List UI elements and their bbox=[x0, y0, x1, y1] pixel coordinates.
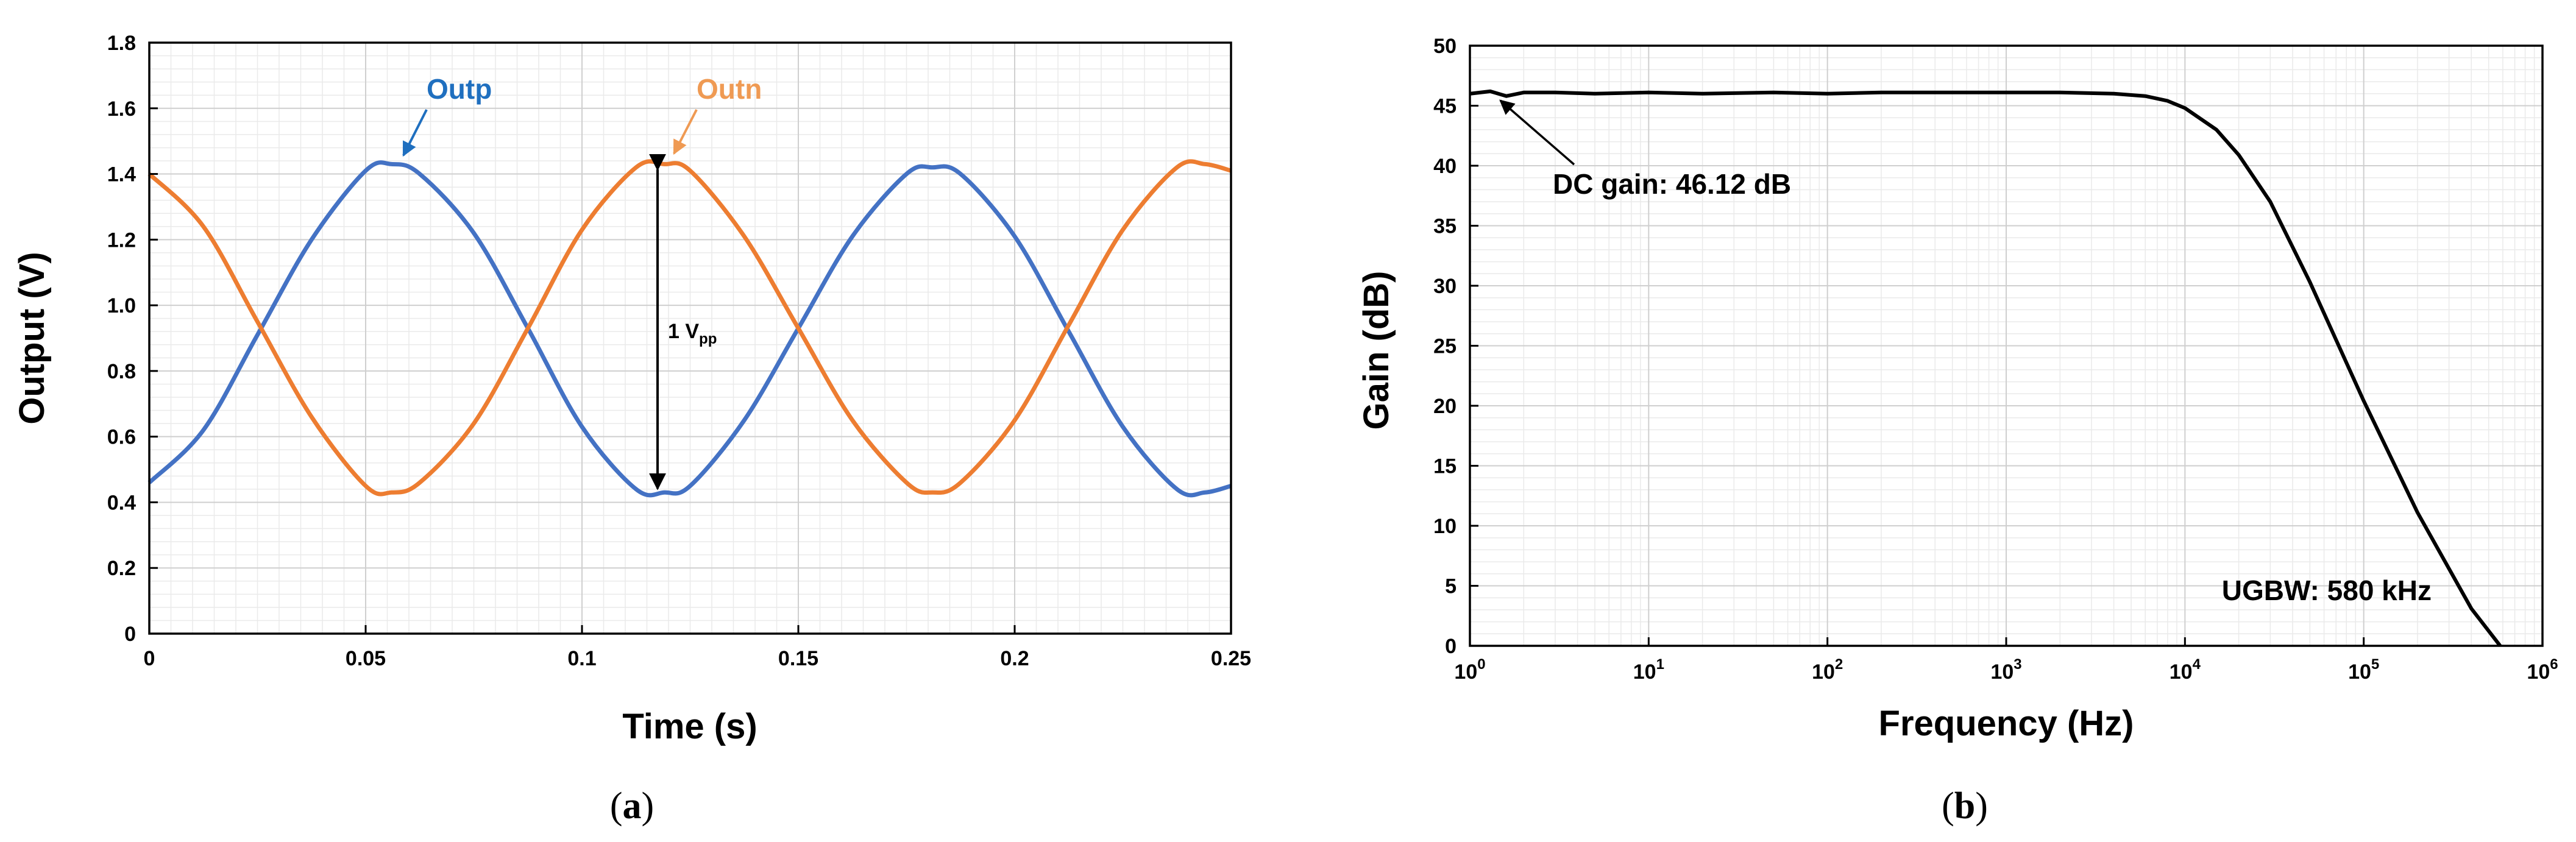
panel-a-y-tick-label: 0.6 bbox=[107, 426, 136, 449]
panel-a-y-axis-title: Output (V) bbox=[12, 252, 52, 424]
caption-a: (a) bbox=[610, 785, 654, 827]
panel-a-x-tick-label: 0.15 bbox=[778, 647, 818, 670]
panel-a-y-tick-label: 1.4 bbox=[107, 163, 136, 186]
outp-series-line bbox=[147, 160, 1232, 498]
panel-a-x-tick-label: 0.25 bbox=[1211, 647, 1251, 670]
panel-a-y-tick-label: 0.4 bbox=[107, 491, 136, 514]
panel-b-ticks: 100 101 102 103 104 105 1060510152025303540455… bbox=[1433, 35, 2558, 684]
panel-b-x-tick-label: 106 bbox=[2527, 656, 2558, 684]
panel-a-plot-frame bbox=[148, 41, 1232, 635]
panel-a-y-tick-label: 0 bbox=[124, 623, 136, 646]
panel-a-x-axis-title: Time (s) bbox=[622, 707, 757, 746]
panel-b-x-tick-label: 105 bbox=[2348, 656, 2379, 684]
panel-b-y-tick-label: 35 bbox=[1433, 215, 1457, 238]
panel-a-x-tick-label: 0.2 bbox=[1000, 647, 1029, 670]
panel-b-x-tick-base: 10 bbox=[2527, 660, 2550, 684]
panel-b-x-tick-base: 10 bbox=[2348, 660, 2371, 684]
panel-b-y-tick-label: 20 bbox=[1433, 395, 1457, 418]
panel-b-chart: 100 101 102 103 104 105 1060510152025303540455… bbox=[1357, 35, 2558, 743]
outn-series-line bbox=[147, 159, 1232, 497]
panel-b-x-tick-label: 102 bbox=[1812, 656, 1843, 684]
panel-a-x-tick-label: 0.1 bbox=[567, 647, 596, 670]
panel-b-y-axis-title: Gain (dB) bbox=[1357, 271, 1396, 430]
panel-b-x-tick-base: 10 bbox=[1454, 660, 1477, 684]
panel-b-y-tick-label: 15 bbox=[1433, 455, 1457, 478]
caption-a-letter: a bbox=[623, 785, 642, 827]
panel-a-x-tick-label: 0.05 bbox=[346, 647, 386, 670]
outp-label-arrow bbox=[402, 109, 428, 157]
panel-b-series bbox=[1469, 89, 2502, 647]
vpp-annotation-subscript: pp bbox=[699, 331, 717, 347]
panel-b-x-tick-exponent: 4 bbox=[2193, 656, 2201, 673]
panel-b-x-tick-label: 104 bbox=[2170, 656, 2201, 684]
panel-b-grid bbox=[1469, 45, 2543, 646]
panel-b-x-tick-exponent: 2 bbox=[1835, 656, 1843, 673]
panel-b-x-tick-base: 10 bbox=[1633, 660, 1656, 684]
panel-b-x-tick-exponent: 3 bbox=[2014, 656, 2021, 673]
panel-b-x-tick-exponent: 5 bbox=[2371, 656, 2379, 673]
panel-a-y-tick-label: 0.8 bbox=[107, 360, 136, 383]
panel-a-series bbox=[147, 159, 1232, 498]
dc-gain-annotation: DC gain: 46.12 dB bbox=[1553, 168, 1791, 200]
panel-a-y-tick-label: 1.0 bbox=[107, 294, 136, 317]
panel-b-y-tick-label: 5 bbox=[1445, 575, 1457, 598]
panel-a-y-tick-label: 1.2 bbox=[107, 228, 136, 252]
panel-b-x-axis-title: Frequency (Hz) bbox=[1879, 704, 2134, 743]
panel-b-y-tick-label: 40 bbox=[1433, 155, 1457, 178]
panel-b-y-tick-label: 30 bbox=[1433, 275, 1457, 298]
caption-b: (b) bbox=[1942, 785, 1988, 827]
caption-b-letter: b bbox=[1954, 785, 1975, 827]
panel-b-x-tick-base: 10 bbox=[1812, 660, 1835, 684]
panel-b-y-tick-label: 45 bbox=[1433, 95, 1457, 118]
panel-a-y-tick-label: 1.6 bbox=[107, 97, 136, 121]
vpp-annotation: 1 Vpp bbox=[668, 320, 717, 347]
outp-series-label: Outp bbox=[427, 73, 492, 105]
panel-b-x-tick-label: 100 bbox=[1454, 656, 1485, 684]
panel-a-ticks: 0 0.05 0.1 0.15 0.2 0.25 0 0.2 0.4 0.6 0.8 1.0 1.2 1.… bbox=[107, 32, 1251, 670]
outn-series-label: Outn bbox=[697, 73, 762, 105]
panel-b-y-tick-label: 25 bbox=[1433, 335, 1457, 358]
panel-b-y-tick-label: 10 bbox=[1433, 515, 1457, 538]
ugbw-annotation: UGBW: 580 kHz bbox=[2222, 575, 2432, 606]
caption-a-open: ( bbox=[610, 785, 623, 827]
panel-b-x-tick-exponent: 6 bbox=[2550, 656, 2558, 673]
panel-b-x-tick-base: 10 bbox=[1990, 660, 2014, 684]
dc-gain-arrow bbox=[1499, 99, 1575, 166]
caption-a-close: ) bbox=[642, 785, 655, 827]
caption-b-open: ( bbox=[1942, 785, 1954, 827]
panel-a-x-tick-label: 0 bbox=[144, 647, 155, 670]
panel-b-x-tick-exponent: 0 bbox=[1477, 656, 1485, 673]
panel-b-x-tick-label: 103 bbox=[1990, 656, 2021, 684]
outn-label-arrow bbox=[673, 109, 698, 155]
vpp-annotation-main: 1 V bbox=[668, 320, 699, 343]
panel-b-y-tick-label: 50 bbox=[1433, 35, 1457, 58]
panel-a-chart: 0 0.05 0.1 0.15 0.2 0.25 0 0.2 0.4 0.6 0.8 1.0 1.2 1.… bbox=[12, 32, 1251, 746]
panel-b-x-tick-label: 101 bbox=[1633, 656, 1664, 684]
caption-b-close: ) bbox=[1975, 785, 1988, 827]
panel-a-y-tick-label: 0.2 bbox=[107, 557, 136, 580]
gain-series-line bbox=[1469, 89, 2502, 647]
panel-a-y-tick-label: 1.8 bbox=[107, 32, 136, 55]
panel-b-x-tick-base: 10 bbox=[2170, 660, 2193, 684]
panel-b-y-tick-label: 0 bbox=[1445, 635, 1457, 658]
panel-b-x-tick-exponent: 1 bbox=[1656, 656, 1664, 673]
